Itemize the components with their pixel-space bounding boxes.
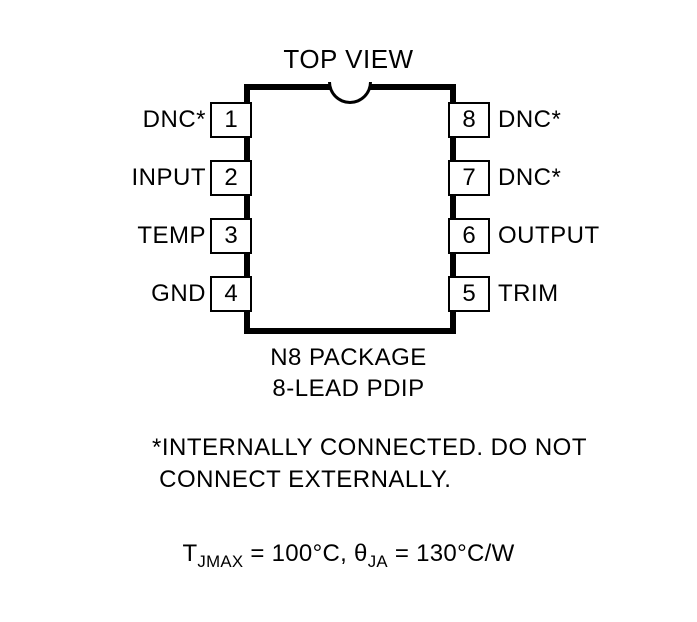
pin-6-label: OUTPUT	[498, 218, 608, 254]
pin-4-box: 4	[210, 276, 252, 312]
theta-sub: JA	[368, 552, 388, 571]
pin-6-box: 6	[448, 218, 490, 254]
pin-2-box: 2	[210, 160, 252, 196]
tjmax-val: = 100°C,	[243, 540, 354, 567]
pin-3-label: TEMP	[96, 218, 206, 254]
pin-7-label: DNC*	[498, 160, 608, 196]
top-view-label: TOP VIEW	[0, 44, 697, 75]
pin-1-label: DNC*	[96, 102, 206, 138]
theta-val: = 130°C/W	[388, 540, 515, 567]
pin-4-label: GND	[96, 276, 206, 312]
pin-7-box: 7	[448, 160, 490, 196]
theta-sym: θ	[354, 540, 368, 567]
thermal-ratings: TJMAX = 100°C, θJA = 130°C/W	[0, 540, 697, 572]
package-name: N8 PACKAGE 8-LEAD PDIP	[0, 342, 697, 404]
package-line1: N8 PACKAGE	[270, 344, 427, 371]
pin-5-label: TRIM	[498, 276, 608, 312]
pin-8-box: 8	[448, 102, 490, 138]
chip-body	[244, 84, 456, 334]
pin-5-box: 5	[448, 276, 490, 312]
footnote-line2: CONNECT EXTERNALLY.	[159, 466, 451, 493]
footnote-line1: *INTERNALLY CONNECTED. DO NOT	[152, 434, 587, 461]
tjmax-sub: JMAX	[197, 552, 243, 571]
pin-2-label: INPUT	[96, 160, 206, 196]
pin-1-box: 1	[210, 102, 252, 138]
pinout-diagram: TOP VIEW 1 DNC* 2 INPUT 3 TEMP 4 GND 8 D…	[0, 0, 697, 622]
package-line2: 8-LEAD PDIP	[272, 375, 424, 402]
pin-3-box: 3	[210, 218, 252, 254]
pin-8-label: DNC*	[498, 102, 608, 138]
footnote: *INTERNALLY CONNECTED. DO NOT CONNECT EX…	[152, 432, 587, 497]
tjmax-prefix: T	[182, 540, 197, 567]
